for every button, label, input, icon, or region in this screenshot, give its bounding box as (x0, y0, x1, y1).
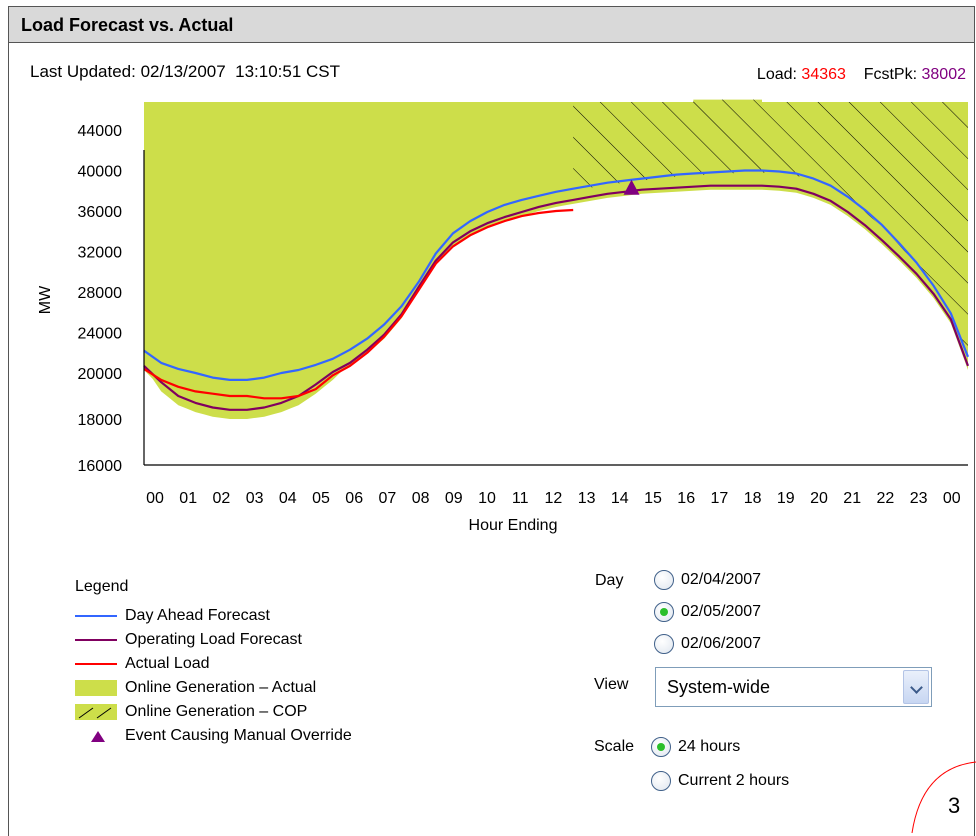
legend-hatch-icon (75, 704, 117, 720)
page-corner-arc (911, 761, 976, 833)
x-tick-label: 18 (744, 490, 762, 507)
y-axis-title: MW (37, 285, 54, 314)
radio-button-icon[interactable] (654, 570, 674, 590)
x-tick-label: 15 (644, 490, 662, 507)
load-label: Load: (756, 66, 797, 83)
x-axis-title: Hour Ending (469, 517, 558, 534)
scale-radio-0[interactable]: 24 hours (651, 737, 740, 757)
legend-item-label: Actual Load (125, 655, 210, 672)
legend-item: Actual Load (75, 652, 435, 676)
x-tick-label: 05 (312, 490, 330, 507)
x-tick-label: 00 (146, 490, 164, 507)
legend-item-label: Online Generation – Actual (125, 679, 317, 696)
x-tick-label: 06 (345, 490, 363, 507)
view-label: View (594, 676, 629, 693)
load-value: 34363 (801, 66, 846, 83)
day-radio-label: 02/06/2007 (681, 635, 762, 652)
x-tick-label: 17 (711, 490, 729, 507)
y-tick-label: 36000 (78, 204, 123, 221)
x-tick-label: 13 (578, 490, 596, 507)
legend-item: Online Generation – Actual (75, 676, 435, 700)
x-tick-label: 02 (213, 490, 231, 507)
y-tick-label: 32000 (78, 245, 123, 262)
legend-fill-icon (75, 680, 117, 696)
legend-line-icon (75, 639, 117, 641)
day-radio-label: 02/05/2007 (681, 603, 762, 620)
x-tick-label: 09 (445, 490, 463, 507)
x-tick-label: 03 (246, 490, 264, 507)
x-tick-label: 08 (412, 490, 430, 507)
radio-button-icon[interactable] (651, 771, 671, 791)
scale-label: Scale (594, 738, 635, 755)
radio-button-icon[interactable] (654, 602, 674, 622)
legend-triangle-icon (91, 731, 105, 742)
x-tick-label: 22 (877, 490, 895, 507)
y-tick-label: 40000 (78, 164, 123, 181)
series-line-operating-load-forecast (143, 184, 970, 411)
x-tick-label: 01 (179, 490, 197, 507)
legend-item-label: Event Causing Manual Override (125, 727, 352, 744)
legend-item: Day Ahead Forecast (75, 604, 435, 628)
day-radio-label: 02/04/2007 (681, 571, 762, 588)
panel-title: Load Forecast vs. Actual (9, 7, 974, 43)
x-tick-label: 20 (810, 490, 828, 507)
view-select[interactable]: System-wide (655, 667, 932, 707)
legend-line-icon (75, 663, 117, 665)
scale-radio-1[interactable]: Current 2 hours (651, 771, 789, 791)
x-tick-label: 10 (478, 490, 496, 507)
y-tick-label: 20000 (78, 366, 123, 383)
fcst-peak-value: 38002 (921, 66, 967, 83)
legend-title: Legend (75, 578, 129, 595)
x-tick-label: 16 (677, 490, 695, 507)
last-updated-label: Last Updated: (30, 62, 136, 81)
scale-radio-label: Current 2 hours (678, 772, 790, 789)
legend-line-icon (75, 615, 117, 617)
legend-item-label: Day Ahead Forecast (125, 607, 270, 624)
radio-button-icon[interactable] (651, 737, 671, 757)
load-readout: Load: 34363 FcstPk: 38002 (757, 66, 966, 84)
fcst-peak-label: FcstPk: (863, 66, 918, 83)
day-label: Day (595, 572, 624, 589)
y-tick-label: 28000 (78, 285, 123, 302)
series-line-actual-load (143, 208, 574, 400)
x-tick-label: 00 (943, 490, 961, 507)
last-updated: Last Updated: 02/13/2007 13:10:51 CST (30, 62, 340, 82)
x-tick-label: 12 (545, 490, 563, 507)
y-tick-label: 44000 (78, 123, 123, 140)
x-tick-label: 23 (910, 490, 928, 507)
last-updated-value: 02/13/2007 13:10:51 CST (140, 62, 341, 81)
y-tick-label: 16000 (78, 458, 123, 475)
legend-item: Event Causing Manual Override (75, 724, 435, 748)
legend-item: Operating Load Forecast (75, 628, 435, 652)
radio-button-icon[interactable] (654, 634, 674, 654)
scale-radio-label: 24 hours (678, 738, 741, 755)
x-tick-label: 14 (611, 490, 629, 507)
legend-item-label: Online Generation – COP (125, 703, 308, 720)
load-forecast-panel: Load Forecast vs. Actual (8, 6, 975, 836)
online-generation-cop-area (573, 99, 968, 359)
day-radio-0[interactable]: 02/04/2007 (654, 570, 761, 590)
day-radio-1[interactable]: 02/05/2007 (654, 602, 761, 622)
load-chart: 16000 18000 20000 24000 28000 32000 36000 40000… (37, 99, 970, 534)
view-select-value: System-wide (667, 677, 771, 697)
x-tick-label: 07 (379, 490, 397, 507)
online-generation-actual-area (144, 99, 968, 419)
legend: Legend Day Ahead Forecast Operating Load … (75, 578, 435, 748)
x-tick-label: 04 (279, 490, 297, 507)
y-tick-label: 18000 (78, 412, 123, 429)
series-line-day-ahead-forecast (143, 169, 970, 381)
event-marker-triangle[interactable] (623, 179, 640, 195)
x-tick-label: 11 (512, 490, 529, 507)
chevron-down-icon[interactable] (903, 670, 929, 704)
page-number: 3 (948, 793, 961, 818)
y-tick-label: 24000 (78, 326, 123, 343)
x-tick-label: 21 (843, 490, 861, 507)
legend-item: Online Generation – COP (75, 700, 435, 724)
x-tick-label: 19 (777, 490, 795, 507)
legend-item-label: Operating Load Forecast (125, 631, 302, 648)
day-radio-2[interactable]: 02/06/2007 (654, 634, 761, 654)
